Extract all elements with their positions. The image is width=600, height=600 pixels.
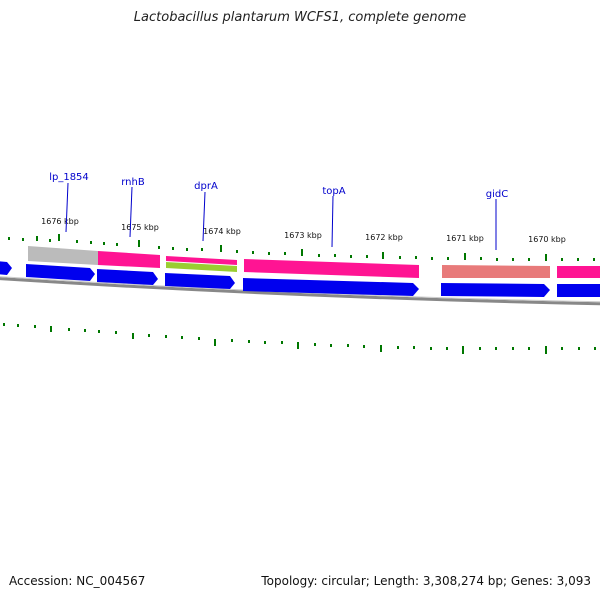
axis-tick-label: 1671 kbp xyxy=(446,234,484,243)
gene-label-topA[interactable]: topA xyxy=(322,186,345,197)
axis-tick-label: 1674 kbp xyxy=(203,227,241,236)
cds-arrow[interactable] xyxy=(441,283,550,297)
axis-tick-labels: 1676 kbp 1675 kbp 1674 kbp 1673 kbp 1672… xyxy=(41,217,566,244)
axis-tick-label: 1673 kbp xyxy=(284,231,322,240)
axis-tick-label: 1676 kbp xyxy=(41,217,79,226)
gene-gidC-feature[interactable] xyxy=(442,265,550,278)
genome-backbone xyxy=(0,277,600,306)
accession-label: Accession: NC_004567 xyxy=(9,574,146,588)
gene-next-feature[interactable] xyxy=(557,266,600,278)
genome-summary: Topology: circular; Length: 3,308,274 bp… xyxy=(261,574,591,588)
cds-arrow[interactable] xyxy=(243,278,419,296)
gene-label-gidC[interactable]: gidC xyxy=(486,189,508,200)
axis-tick-label: 1670 kbp xyxy=(528,235,566,244)
gene-topA-feature[interactable] xyxy=(244,259,419,278)
gene-label-dprA[interactable]: dprA xyxy=(194,181,218,192)
axis-tick-label: 1672 kbp xyxy=(365,233,403,242)
gene-label-rnhB[interactable]: rnhB xyxy=(121,177,145,188)
cds-arrow[interactable] xyxy=(557,284,600,297)
gene-labels: lp_1854 rnhB dprA topA gidC xyxy=(49,172,508,200)
outer-ticks xyxy=(8,234,595,261)
axis-tick-label: 1675 kbp xyxy=(121,223,159,232)
cds-arrow[interactable] xyxy=(165,273,235,289)
inner-ticks xyxy=(3,323,596,354)
gene-dprA-feature[interactable] xyxy=(166,256,237,265)
gene-lp_1854-feature[interactable] xyxy=(28,246,98,265)
cds-arrow[interactable] xyxy=(26,264,95,281)
gene-label-lp_1854[interactable]: lp_1854 xyxy=(49,172,89,183)
cds-arrow[interactable] xyxy=(0,261,12,275)
gene-leader-lines xyxy=(65,182,497,250)
gene-dprA-subfeature[interactable] xyxy=(166,262,237,272)
gene-rnhB-feature[interactable] xyxy=(98,251,160,268)
map-title: Lactobacillus plantarum WCFS1, complete … xyxy=(133,10,467,25)
cds-arrow[interactable] xyxy=(97,269,158,285)
